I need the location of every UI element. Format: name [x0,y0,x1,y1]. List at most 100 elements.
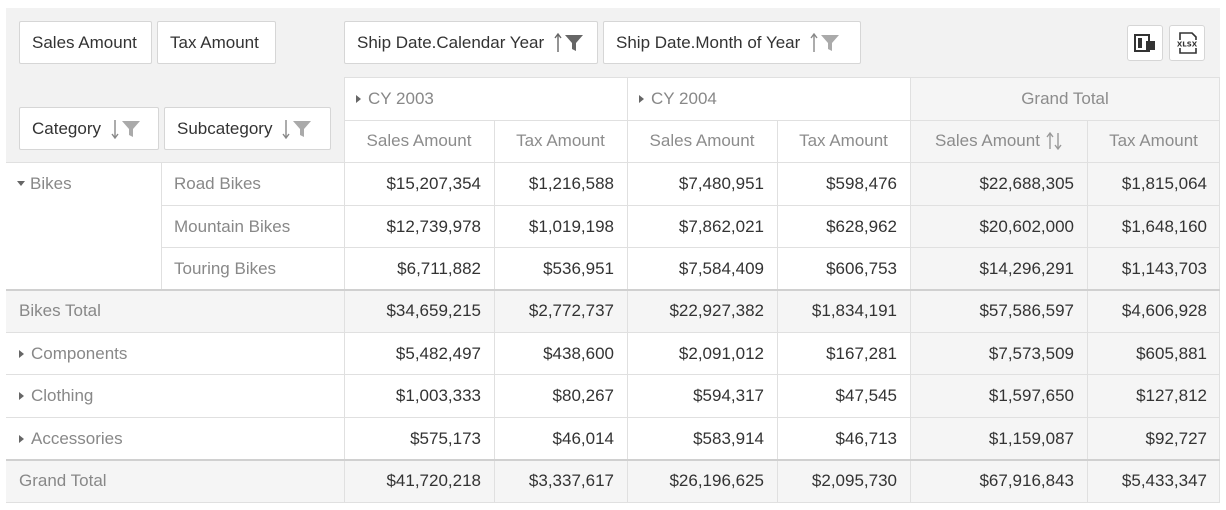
measure-header[interactable]: Tax Amount [516,131,605,150]
data-cell: $14,296,291 [979,259,1074,278]
data-cell: $7,584,409 [678,259,764,278]
row-header-touring-bikes: Touring Bikes [174,259,277,278]
measure-header-label: Sales Amount [935,131,1040,150]
column-header-cy2004[interactable]: CY 2004 [627,78,910,120]
data-cell: $598,476 [826,173,897,193]
grid-hline [6,332,1220,333]
grid-hline [6,502,1220,503]
data-cell: $1,597,650 [988,386,1074,405]
data-cell: $1,143,703 [1121,259,1207,278]
measure-header-sorted[interactable]: Sales Amount [910,120,1087,162]
data-cell: $46,014 [552,428,614,448]
row-header-mountain-bikes: Mountain Bikes [174,216,291,236]
data-cell: $1,216,588 [528,173,614,193]
filter-icon[interactable] [564,34,584,52]
column-field-calendar-year[interactable]: Ship Date.Calendar Year [344,21,598,64]
data-cell: $1,648,160 [1121,216,1207,236]
measure-header[interactable]: Sales Amount [366,131,472,150]
measure-header[interactable]: Sales Amount [649,131,755,150]
field-chooser-icon [1134,34,1155,52]
data-cell: $41,720,218 [386,471,481,490]
grid-hline [6,459,1220,461]
row-field-label: Category [32,118,101,138]
expand-icon[interactable] [19,349,24,358]
row-header-accessories[interactable]: Accessories [6,417,344,460]
grand-total-row-bg [6,460,1220,502]
column-header-grand-total: Grand Total [910,78,1220,120]
row-header-grand-total: Grand Total [19,471,107,490]
data-cell: $67,916,843 [979,471,1074,490]
data-cell: $536,951 [543,259,614,278]
data-cell: $2,091,012 [678,343,764,363]
data-cell: $3,337,617 [528,471,614,490]
data-cell: $1,159,087 [988,428,1074,448]
column-field-month-of-year[interactable]: Ship Date.Month of Year [603,21,861,64]
data-cell: $1,003,333 [395,386,481,405]
data-cell: $5,433,347 [1121,471,1207,490]
grid-vline [777,120,778,502]
data-cell: $594,317 [693,386,764,405]
column-header-cy2003[interactable]: CY 2003 [344,78,627,120]
data-cell: $628,962 [826,216,897,236]
data-cell: $4,606,928 [1121,301,1207,320]
expand-icon[interactable] [19,434,24,443]
data-cell: $20,602,000 [979,216,1074,236]
column-header-label: CY 2003 [368,89,434,108]
row-field-label: Subcategory [177,118,273,138]
filter-icon[interactable] [121,120,141,138]
data-cell: $34,659,215 [386,301,481,320]
row-header-label: Components [31,343,128,363]
data-cell: $22,927,382 [669,301,764,320]
column-header-label: CY 2004 [651,89,717,108]
export-excel-icon: XLSX [1176,32,1198,54]
measure-header[interactable]: Tax Amount [1109,131,1198,150]
data-cell: $438,600 [543,343,614,363]
data-cell: $26,196,625 [669,471,764,490]
sort-asc-icon[interactable] [810,32,818,53]
row-header-bikes[interactable]: Bikes [6,162,161,205]
data-cell: $606,753 [826,259,897,278]
grid-hline [6,417,1220,418]
row-header-label: Accessories [31,428,123,448]
bikes-total-row-bg [6,290,1220,332]
sort-desc-icon[interactable] [111,119,119,139]
column-field-label: Ship Date.Month of Year [616,32,801,52]
expand-icon[interactable] [356,95,361,103]
data-cell: $46,713 [835,428,897,448]
data-cell: $2,772,737 [528,301,614,320]
data-cell: $22,688,305 [979,173,1074,193]
data-field-label: Tax Amount [170,32,259,52]
data-cell: $15,207,354 [386,173,481,193]
export-excel-button[interactable]: XLSX [1169,25,1205,61]
row-header-label: Bikes [30,173,72,193]
sort-both-icon[interactable] [1046,131,1062,151]
row-field-subcategory[interactable]: Subcategory [164,107,331,150]
row-header-clothing[interactable]: Clothing [6,375,344,417]
sort-asc-icon[interactable] [554,32,562,53]
data-cell: $92,727 [1145,428,1207,448]
data-field-sales-amount[interactable]: Sales Amount [19,21,152,64]
grid-hline [161,205,1220,206]
data-field-tax-amount[interactable]: Tax Amount [157,21,276,64]
filter-icon[interactable] [820,34,840,52]
column-field-label: Ship Date.Calendar Year [357,32,545,52]
expand-icon[interactable] [19,392,24,400]
data-cell: $12,739,978 [386,216,481,236]
grid-vline [161,162,162,290]
grid-vline [1087,120,1088,502]
sort-desc-icon[interactable] [282,119,291,139]
expand-icon[interactable] [639,95,644,103]
row-header-components[interactable]: Components [6,332,344,375]
data-field-label: Sales Amount [32,32,137,52]
filter-icon[interactable] [292,120,312,138]
row-header-label: Clothing [31,386,94,405]
data-cell: $7,480,951 [678,173,764,193]
field-chooser-button[interactable] [1127,25,1163,61]
data-cell: $2,095,730 [811,471,897,490]
column-header-label: Grand Total [1021,89,1109,108]
collapse-icon[interactable] [17,181,25,186]
row-field-category[interactable]: Category [19,107,159,150]
measure-header[interactable]: Tax Amount [799,131,888,150]
data-cell: $5,482,497 [395,343,481,363]
